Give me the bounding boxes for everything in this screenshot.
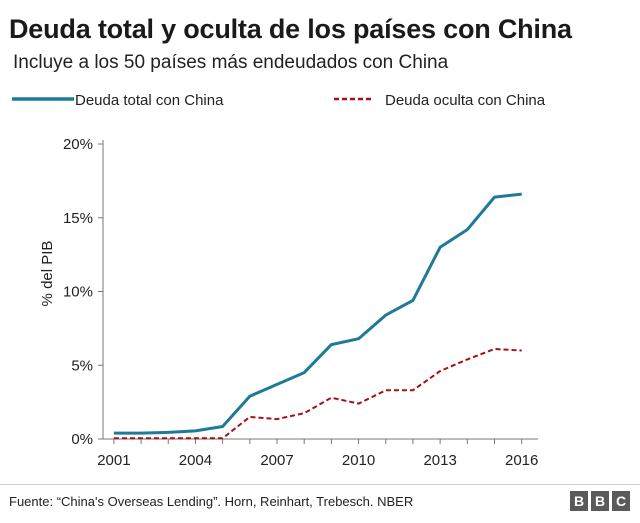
y-tick-label: 0% [71,431,93,448]
legend-label-oculta: Deuda oculta con China [385,92,546,109]
series-line-deuda-oculta [113,348,522,440]
legend-label-total: Deuda total con China [75,92,224,109]
footer-divider [0,484,640,485]
chart-title: Deuda total y oculta de los países con C… [9,14,572,44]
x-tick-label: 2001 [97,452,130,469]
source-note: Fuente: “China's Overseas Lending”. Horn… [9,494,414,509]
x-tick-label: 2016 [505,452,538,469]
bbc-logo-letter-1: B [570,491,588,511]
bbc-logo-letter-2: B [591,491,609,511]
x-tick-label: 2010 [342,452,375,469]
bbc-logo-letter-3: C [612,491,630,511]
line-chart: 0% 5% 10% 15% 20% 2001 2004 2007 2010 2013 2016 % d… [39,136,538,469]
legend-swatch-total [12,97,74,101]
y-axis-title: % del PIB [39,241,56,307]
x-tick-label: 2013 [423,452,456,469]
x-tick-label: 2007 [260,452,293,469]
legend-swatch-oculta [334,97,372,101]
y-tick-label: 10% [63,284,93,301]
x-tick-label: 2004 [179,452,212,469]
chart-legend: Deuda total con China Deuda oculta con C… [0,88,640,116]
y-tick-label: 5% [71,357,93,374]
bbc-logo: B B C [570,491,630,511]
y-tick-label: 20% [63,136,93,153]
y-tick-label: 15% [63,210,93,227]
chart-subtitle: Incluye a los 50 países más endeudados c… [13,52,449,73]
series-line-deuda-total [113,192,522,435]
